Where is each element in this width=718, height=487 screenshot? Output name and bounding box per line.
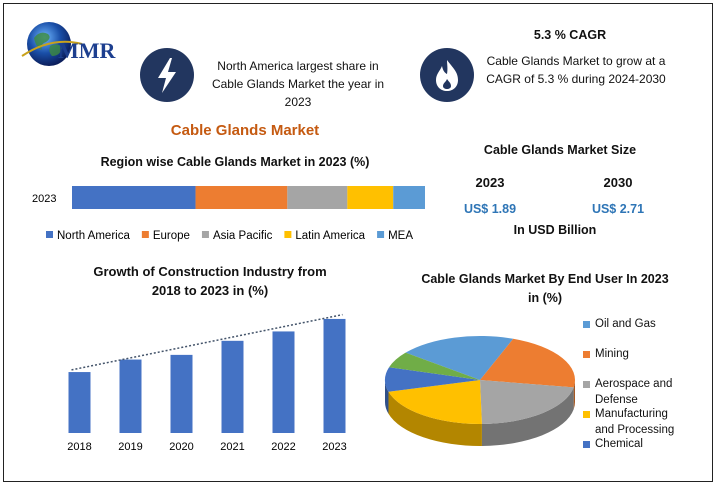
pie-slice-3 [388, 380, 482, 424]
lightning-icon [140, 48, 194, 102]
flame-icon [420, 48, 474, 102]
end-user-legend-label-3-1: and Processing [595, 424, 675, 436]
region-segment-2 [287, 186, 348, 209]
highlight-2-text: Cable Glands Market to grow at a CAGR of… [486, 54, 666, 86]
region-legend-label-3: Latin America [295, 230, 365, 242]
end-user-legend-item-4: Chemical [583, 436, 703, 452]
region-segment-1 [195, 186, 288, 209]
region-legend-label-1: Europe [153, 230, 190, 242]
pie-slice-side-1-0 [573, 380, 575, 410]
end-user-legend-label-1-0: Mining [595, 348, 629, 360]
pie-slice-2 [480, 380, 574, 424]
construction-tick-label-2021: 2021 [220, 441, 244, 453]
region-legend-swatch-4 [377, 231, 385, 238]
region-legend-swatch-0 [46, 231, 53, 238]
construction-bar-chart: 2018 2019 2020 2021 2022 2023 [67, 313, 347, 453]
market-size-value-2030: US$ 2.71 [591, 202, 645, 216]
end-user-legend-label-0-0: Oil and Gas [595, 318, 656, 330]
construction-bar-2021 [221, 340, 244, 433]
market-size-title: Cable Glands Market Size [483, 143, 637, 157]
highlight-1-text: North America largest share in Cable Gla… [211, 59, 385, 109]
region-stacked-bar-chart: 2023 North America Europe Asia Pacific Latin… [32, 186, 425, 242]
construction-tick-label-2020: 2020 [169, 441, 193, 453]
region-legend-swatch-2 [201, 231, 209, 238]
region-segment-0 [72, 186, 196, 209]
market-size-unit: In USD Billion [513, 223, 597, 237]
region-legend-label-0: North America [57, 230, 130, 242]
pie-slice-side-2-0 [481, 387, 574, 446]
region-legend-label-4: MEA [388, 230, 413, 242]
construction-bar-2018 [68, 372, 91, 433]
end-user-legend-item-3: Manufacturing and Processing [583, 406, 703, 438]
logo-text: MMR [58, 38, 116, 63]
market-size-value-2023: US$ 1.89 [463, 202, 517, 216]
end-user-chart-title: Cable Glands Market By End User In 2023 … [421, 272, 669, 305]
construction-chart-title: Growth of Construction Industry from 201… [93, 264, 327, 298]
infographic-frame [3, 3, 713, 482]
end-user-pie-chart [385, 336, 575, 446]
market-size-year-2023: 2023 [475, 175, 505, 190]
construction-tick-label-2023: 2023 [322, 441, 346, 453]
globe-icon [21, 22, 83, 66]
construction-tick-label-2019: 2019 [118, 441, 142, 453]
market-size-year-2030: 2030 [603, 175, 633, 190]
logo: MMR [16, 16, 136, 76]
end-user-legend-swatch-2 [583, 381, 590, 388]
construction-bar-2020 [170, 354, 193, 433]
region-category-label: 2023 [32, 193, 56, 205]
end-user-legend-swatch-0 [583, 321, 590, 328]
construction-tick-label-2018: 2018 [67, 441, 91, 453]
construction-trendline [71, 313, 343, 371]
pie-slice-side-4-0 [385, 380, 389, 414]
pie-slice-0 [405, 336, 514, 380]
region-legend-swatch-1 [141, 231, 149, 238]
end-user-legend-item-2: Aerospace and Defense [583, 376, 703, 408]
construction-tick-label-2022: 2022 [271, 441, 295, 453]
region-segment-3 [347, 186, 394, 209]
pie-slice-1 [480, 338, 575, 388]
end-user-legend-swatch-3 [583, 411, 590, 418]
construction-bar-2019 [119, 359, 142, 433]
region-segment-4 [393, 186, 425, 209]
pie-slice-5 [389, 352, 480, 380]
page-title: Cable Glands Market [170, 122, 320, 139]
region-chart-title: Region wise Cable Glands Market in 2023 … [100, 155, 370, 169]
cagr-title: 5.3 % CAGR [533, 28, 607, 42]
construction-bar-2022 [272, 331, 295, 433]
end-user-legend-swatch-4 [583, 441, 590, 448]
end-user-legend-label-2-1: Defense [595, 394, 638, 406]
pie-slice-side-3-0 [388, 391, 482, 446]
end-user-legend-label-3-0: Manufacturing [595, 408, 668, 420]
region-legend-swatch-3 [284, 231, 292, 238]
pie-slice-4 [385, 367, 480, 392]
region-legend-label-2: Asia Pacific [213, 230, 273, 242]
construction-bar-2023 [323, 318, 346, 433]
end-user-legend-label-4-0: Chemical [595, 438, 643, 450]
end-user-legend-item-1: Mining [583, 346, 703, 362]
end-user-legend-item-0: Oil and Gas [583, 316, 703, 332]
end-user-legend-label-2-0: Aerospace and [595, 378, 673, 390]
end-user-legend-swatch-1 [583, 351, 590, 358]
